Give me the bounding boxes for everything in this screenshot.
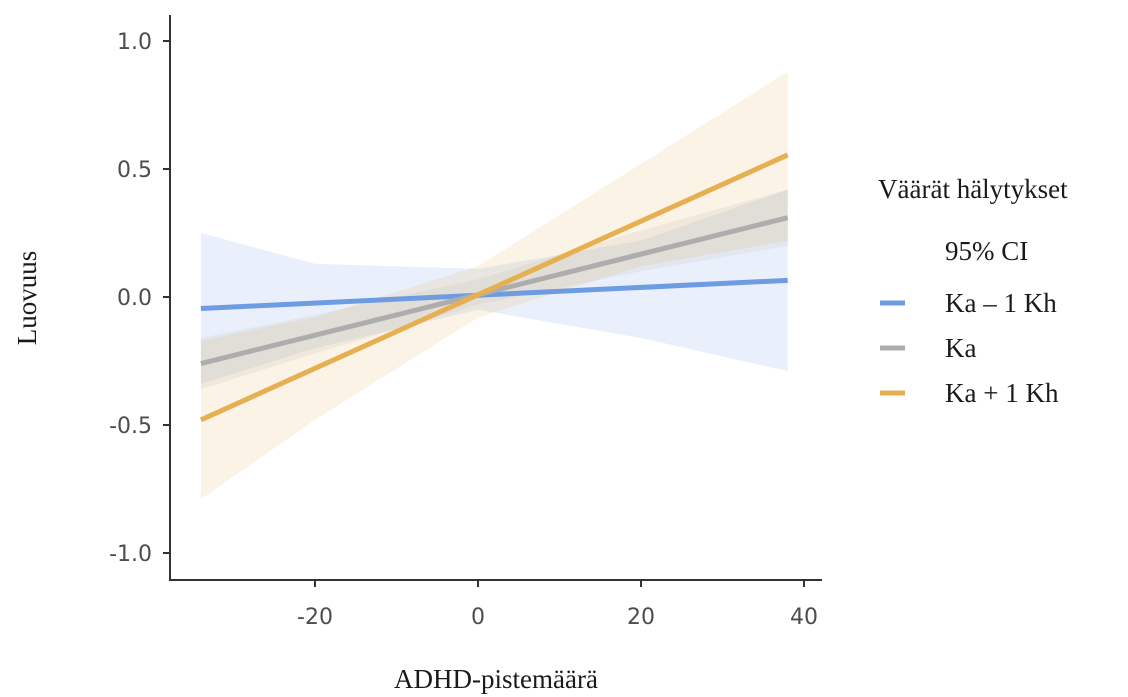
series-2-line: [200, 215, 789, 366]
legend-label-2: Ka: [945, 333, 976, 363]
legend: Väärät hälytykset 95% CI Ka – 1 Kh Ka Ka +…: [878, 174, 1068, 408]
x-tick-label: 0: [471, 605, 485, 630]
y-tick-label: 1.0: [117, 30, 152, 55]
y-axis-ticks: -1.0 -0.5 0.0 0.5 1.0: [109, 30, 170, 567]
y-tick-label: 0.0: [117, 286, 152, 311]
series-1-line: [200, 277, 788, 312]
series-lines: [199, 152, 789, 423]
x-axis-ticks: -20 0 20 40: [297, 580, 818, 630]
x-tick-label: 40: [790, 605, 818, 630]
y-tick-label: -0.5: [109, 414, 152, 439]
legend-label-1: Ka – 1 Kh: [945, 288, 1057, 318]
y-axis-title: Luovuus: [12, 251, 42, 346]
legend-items: Ka – 1 Kh Ka Ka + 1 Kh: [880, 288, 1059, 408]
x-axis-title: ADHD-pistemäärä: [394, 664, 598, 694]
x-tick-label: 20: [627, 605, 655, 630]
legend-title: Väärät hälytykset: [878, 174, 1068, 204]
series-3-line: [199, 152, 789, 423]
x-tick-label: -20: [297, 605, 333, 630]
y-tick-label: 0.5: [117, 158, 152, 183]
y-tick-label: -1.0: [109, 542, 152, 567]
legend-subtitle: 95% CI: [945, 236, 1028, 266]
legend-label-3: Ka + 1 Kh: [945, 378, 1059, 408]
